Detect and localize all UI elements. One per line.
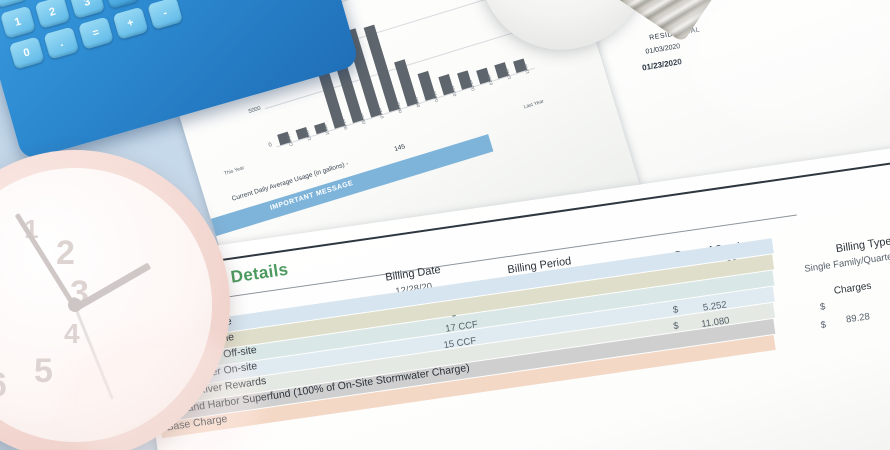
x-tick-05/19: 05/19 bbox=[413, 96, 422, 108]
calculator-key--[interactable]: . bbox=[43, 26, 80, 60]
calculator-key-1[interactable]: 1 bbox=[0, 5, 36, 39]
clock-number-5: 5 bbox=[34, 352, 53, 390]
calculator-key-0[interactable]: 0 bbox=[8, 36, 45, 70]
x-tick-06/19: 06/19 bbox=[395, 101, 403, 114]
col-header-billing-date: Billing Date bbox=[384, 263, 442, 284]
clock-number-6: 6 bbox=[0, 366, 7, 405]
x-tick-08/19: 08/19 bbox=[358, 112, 367, 125]
clock-number-4: 4 bbox=[64, 318, 80, 349]
calculator-key-3[interactable]: 3 bbox=[69, 0, 106, 20]
currency-symbol-2: $ bbox=[819, 301, 827, 314]
clock-face: 12 1 2 3 4 5 6 7 bbox=[0, 168, 212, 442]
currency-symbol-3: $ bbox=[819, 319, 827, 332]
x-tick-04/19: 04/19 bbox=[431, 90, 440, 103]
clock-second-hand bbox=[73, 305, 114, 400]
x-tick-03/19: 03/19 bbox=[449, 85, 458, 97]
x-tick-11/19: 11/19 bbox=[304, 129, 313, 142]
clock-center-pin bbox=[68, 298, 82, 312]
calculator-key--[interactable]: - bbox=[147, 0, 184, 30]
daily-average-value: 145 bbox=[393, 143, 407, 153]
y-tick-5000: 5000 bbox=[247, 105, 262, 116]
x-tick-09/19: 09/19 bbox=[340, 118, 349, 131]
x-tick-10/19: 10/19 bbox=[322, 123, 331, 136]
calculator-key--[interactable]: + bbox=[112, 6, 149, 40]
x-tick-CURR: CURR bbox=[285, 133, 294, 147]
alarm-clock: 12 1 2 3 4 5 6 7 bbox=[0, 150, 260, 450]
x-tick-01/19: 01/19 bbox=[485, 73, 494, 86]
x-tick-07/19: 07/19 bbox=[376, 107, 385, 120]
x-tick-02/19: 02/19 bbox=[467, 79, 476, 92]
clock-body: 12 1 2 3 4 5 6 7 bbox=[0, 150, 230, 450]
calculator-key--[interactable]: = bbox=[77, 16, 114, 50]
clock-number-2: 2 bbox=[56, 234, 75, 272]
col-header-charges: Charges bbox=[833, 280, 873, 297]
calculator-key-2[interactable]: 2 bbox=[34, 0, 71, 29]
charge-value-0: 89.28 bbox=[845, 311, 871, 326]
